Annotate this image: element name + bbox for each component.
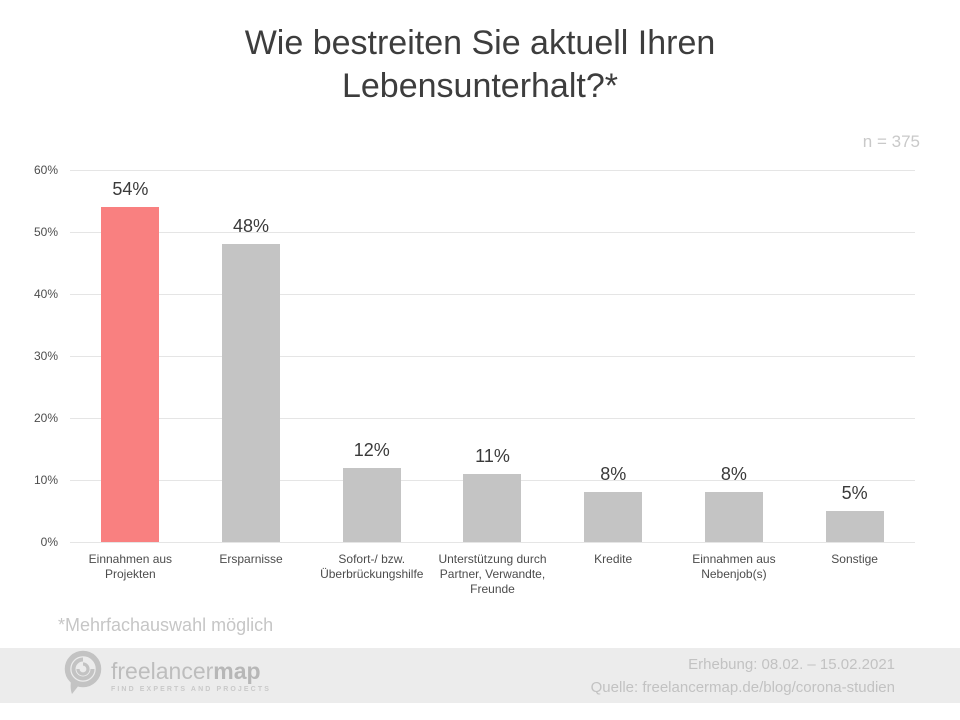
gridline [70,169,915,171]
gridline [70,417,915,419]
y-tick-label: 20% [33,411,58,425]
brand-tagline: FIND EXPERTS AND PROJECTS [111,685,271,693]
freelancermap-pin-swirl-icon [62,649,104,702]
brand-name: freelancermap [111,659,271,683]
bar [704,492,763,542]
gridline [70,541,915,543]
brand-text: freelancermap FIND EXPERTS AND PROJECTS [111,659,271,693]
bar-column: 12% Sofort-/ bzw. Überbrückungshilfe [311,170,432,581]
bar-column: 8% Einnahmen aus Nebenjob(s) [674,170,795,581]
x-axis-category-label: Sonstige [831,552,878,566]
gridline [70,355,915,357]
bar-column: 5% Sonstige [794,170,915,566]
x-axis-category-label: Ersparnisse [219,552,283,566]
survey-period: Erhebung: 08.02. – 15.02.2021 [688,655,895,673]
bar-value-label: 8% [600,464,627,485]
bar [222,244,281,542]
gridline [70,231,915,233]
x-axis-category-label: Sofort-/ bzw. Überbrückungshilfe [320,552,424,581]
y-tick-label: 10% [33,473,58,487]
y-tick-label: 0% [40,535,58,549]
brand-name-light: freelancer [111,657,214,684]
y-tick-label: 50% [33,225,58,239]
x-axis-category-label: Kredite [594,552,633,566]
bar-chart: 0% 10% 20% 30% 40% 50% 60% 54% Einnahmen aus Pr… [34,163,915,596]
x-axis-category-label: Einnahmen aus Nebenjob(s) [692,552,776,581]
x-axis-category-label: Einnahmen aus Projekten [88,552,173,581]
y-tick-label: 30% [33,349,58,363]
bar-value-label: 48% [233,216,270,237]
gridline [70,293,915,295]
bar-column: 11% Unterstützung durch Partner, Verwandt… [432,170,553,596]
page-title: Wie bestreiten Sie aktuell Ihren Lebensu… [244,24,716,105]
footnote: *Mehrfachauswahl möglich [58,615,274,635]
bar [584,492,643,542]
bar-column: 48% Ersparnisse [191,170,312,566]
bar-column: 54% Einnahmen aus Projekten [70,170,191,581]
brand-name-bold: map [213,657,261,684]
bar [825,511,884,542]
bar-value-label: 12% [353,439,390,460]
bar [342,467,401,542]
x-axis-category-label: Unterstützung durch Partner, Verwandte, … [438,552,547,596]
source-block: Erhebung: 08.02. – 15.02.2021 Quelle: fr… [591,653,895,699]
y-tick-label: 60% [33,163,58,177]
bar-value-label: 54% [112,179,149,200]
footer-bar: freelancermap FIND EXPERTS AND PROJECTS … [0,648,960,703]
bar-value-label: 11% [475,445,510,466]
bar [463,473,522,542]
bar [101,207,160,542]
y-tick-label: 40% [33,287,58,301]
bar-value-label: 5% [841,483,868,503]
bar-value-label: 8% [720,464,747,485]
sample-size-label: n = 375 [862,132,920,151]
bar-column: 8% Kredite [553,170,674,566]
freelancermap-logo: freelancermap FIND EXPERTS AND PROJECTS [62,649,271,702]
source-reference: Quelle: freelancermap.de/blog/corona-stu… [590,678,895,696]
